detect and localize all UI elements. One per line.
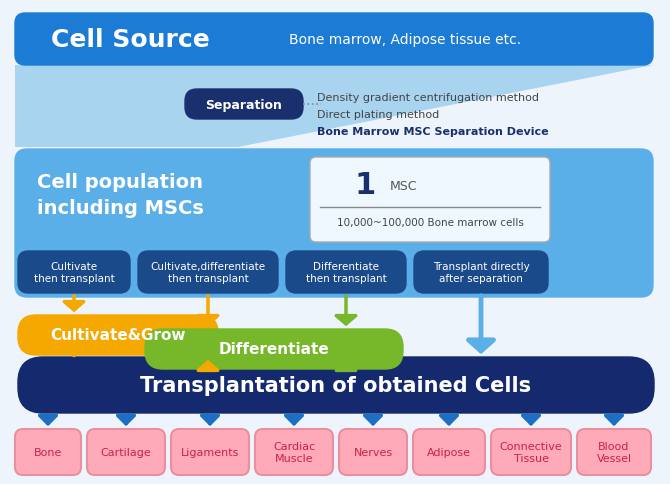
- Text: Transplant directly
after separation: Transplant directly after separation: [433, 262, 529, 283]
- FancyBboxPatch shape: [413, 429, 485, 475]
- FancyBboxPatch shape: [15, 14, 653, 66]
- Text: Cultivate&Grow: Cultivate&Grow: [50, 328, 186, 343]
- FancyBboxPatch shape: [414, 252, 548, 293]
- Text: Adipose: Adipose: [427, 447, 471, 457]
- Text: 1: 1: [354, 171, 376, 200]
- Text: Density gradient centrifugation method: Density gradient centrifugation method: [317, 93, 539, 103]
- Polygon shape: [15, 66, 653, 148]
- FancyBboxPatch shape: [171, 429, 249, 475]
- Text: Nerves: Nerves: [354, 447, 393, 457]
- FancyBboxPatch shape: [15, 150, 653, 297]
- FancyBboxPatch shape: [15, 429, 81, 475]
- FancyBboxPatch shape: [491, 429, 571, 475]
- FancyBboxPatch shape: [145, 329, 403, 369]
- Text: Bone Marrow MSC Separation Device: Bone Marrow MSC Separation Device: [317, 127, 549, 136]
- FancyBboxPatch shape: [18, 252, 130, 293]
- FancyBboxPatch shape: [18, 316, 218, 355]
- FancyBboxPatch shape: [255, 429, 333, 475]
- FancyBboxPatch shape: [286, 252, 406, 293]
- Text: Cultivate,differentiate
then transplant: Cultivate,differentiate then transplant: [151, 262, 265, 283]
- FancyBboxPatch shape: [18, 357, 654, 413]
- Text: Cultivate
then transplant: Cultivate then transplant: [34, 262, 115, 283]
- FancyBboxPatch shape: [185, 90, 303, 120]
- Text: Blood
Vessel: Blood Vessel: [596, 441, 632, 463]
- Text: Separation: Separation: [206, 98, 283, 111]
- Text: including MSCs: including MSCs: [37, 199, 204, 218]
- FancyBboxPatch shape: [339, 429, 407, 475]
- Text: Bone marrow, Adipose tissue etc.: Bone marrow, Adipose tissue etc.: [289, 33, 521, 47]
- Text: Cardiac
Muscle: Cardiac Muscle: [273, 441, 315, 463]
- Text: Differentiate
then transplant: Differentiate then transplant: [306, 262, 387, 283]
- Text: Differentiate: Differentiate: [218, 342, 330, 357]
- Text: Ligaments: Ligaments: [181, 447, 239, 457]
- FancyBboxPatch shape: [310, 158, 550, 242]
- Text: Direct plating method: Direct plating method: [317, 110, 440, 120]
- Text: Cartilage: Cartilage: [100, 447, 151, 457]
- Text: MSC: MSC: [390, 179, 417, 192]
- Text: Cell Source: Cell Source: [51, 28, 210, 52]
- FancyBboxPatch shape: [138, 252, 278, 293]
- Text: Bone: Bone: [34, 447, 62, 457]
- Text: Connective
Tissue: Connective Tissue: [500, 441, 562, 463]
- FancyBboxPatch shape: [577, 429, 651, 475]
- Text: Cell population: Cell population: [37, 173, 203, 192]
- FancyBboxPatch shape: [87, 429, 165, 475]
- Text: Transplantation of obtained Cells: Transplantation of obtained Cells: [141, 375, 531, 395]
- Text: 10,000~100,000 Bone marrow cells: 10,000~100,000 Bone marrow cells: [336, 217, 523, 227]
